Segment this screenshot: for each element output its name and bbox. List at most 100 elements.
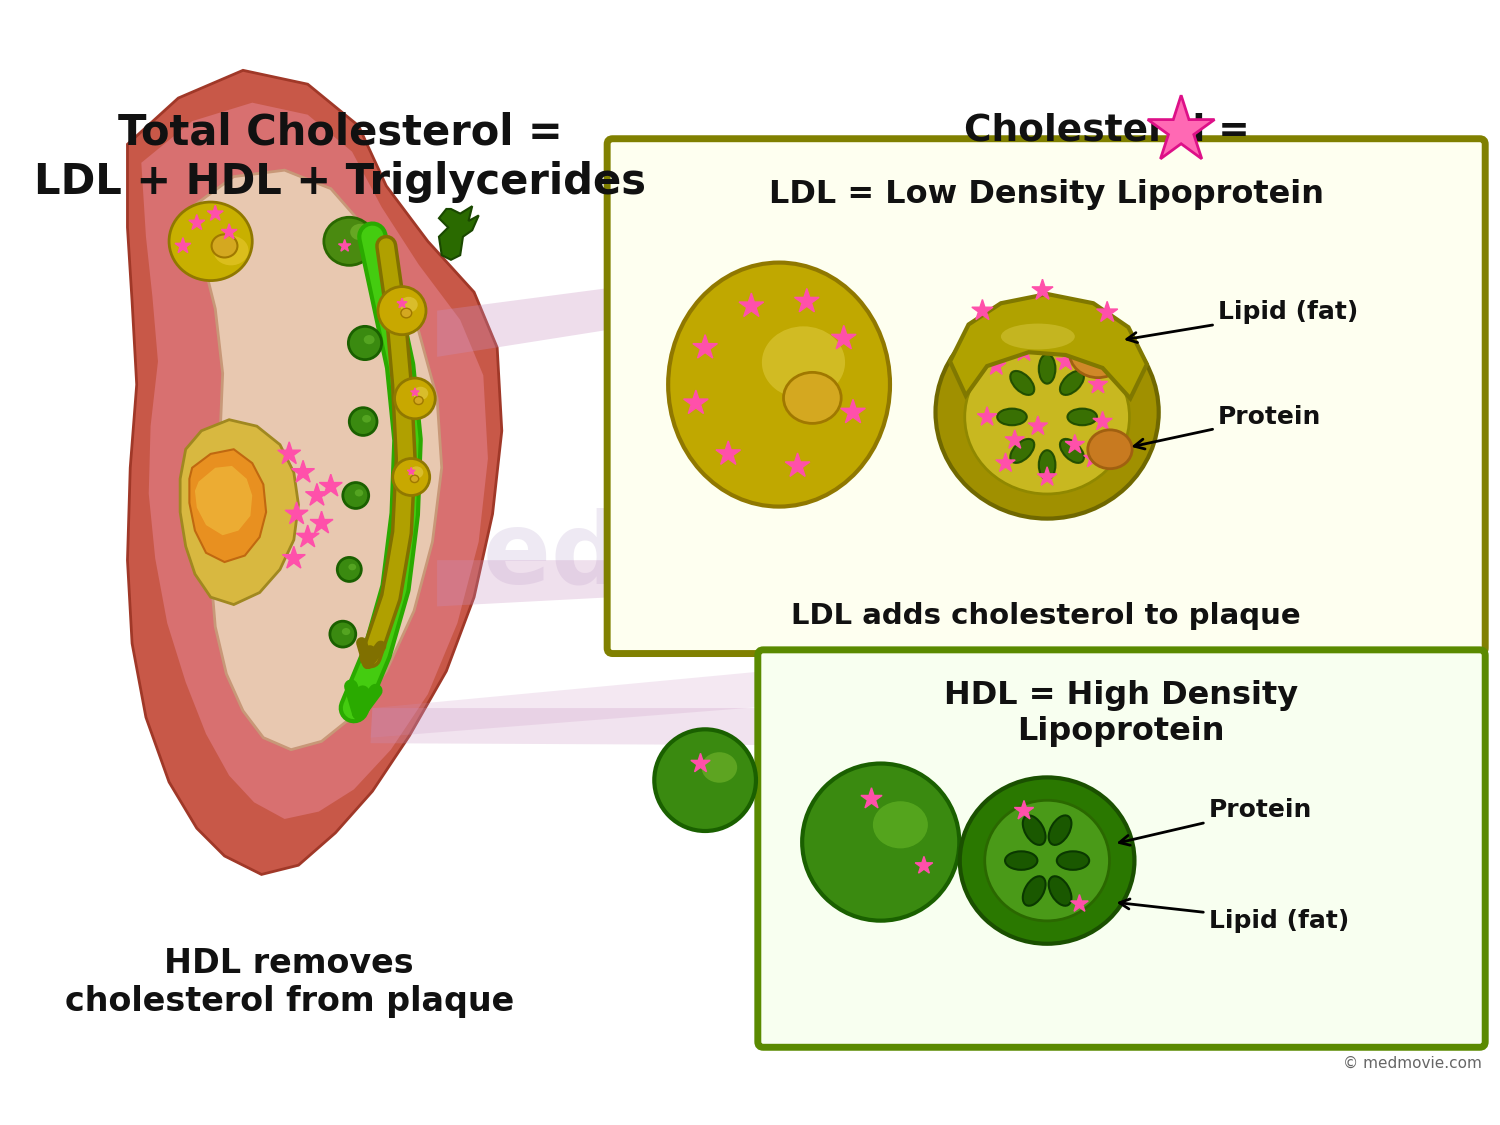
Polygon shape bbox=[183, 170, 441, 749]
Polygon shape bbox=[320, 475, 342, 496]
Ellipse shape bbox=[399, 297, 417, 313]
Polygon shape bbox=[310, 511, 333, 533]
Ellipse shape bbox=[330, 621, 356, 647]
Ellipse shape bbox=[400, 308, 411, 318]
Ellipse shape bbox=[362, 415, 370, 423]
Polygon shape bbox=[795, 288, 819, 312]
Ellipse shape bbox=[170, 202, 252, 280]
Ellipse shape bbox=[1068, 408, 1096, 425]
Ellipse shape bbox=[998, 408, 1028, 425]
Ellipse shape bbox=[936, 306, 1158, 519]
Polygon shape bbox=[189, 215, 204, 229]
Ellipse shape bbox=[702, 753, 736, 783]
Polygon shape bbox=[370, 672, 770, 738]
Polygon shape bbox=[716, 441, 741, 465]
Polygon shape bbox=[339, 240, 351, 251]
Ellipse shape bbox=[762, 326, 844, 398]
Text: HDL removes
cholesterol from plaque: HDL removes cholesterol from plaque bbox=[64, 946, 514, 1018]
Ellipse shape bbox=[411, 475, 419, 483]
Ellipse shape bbox=[1023, 816, 1046, 845]
Polygon shape bbox=[1014, 342, 1034, 360]
Polygon shape bbox=[370, 708, 770, 745]
Ellipse shape bbox=[964, 340, 1130, 494]
Ellipse shape bbox=[1058, 852, 1089, 870]
Ellipse shape bbox=[1048, 816, 1071, 845]
Text: Protein: Protein bbox=[1119, 798, 1312, 845]
Polygon shape bbox=[436, 560, 612, 606]
Polygon shape bbox=[398, 298, 406, 308]
Polygon shape bbox=[1148, 96, 1215, 159]
Polygon shape bbox=[306, 484, 328, 505]
Ellipse shape bbox=[1070, 326, 1126, 378]
Polygon shape bbox=[861, 788, 882, 808]
Polygon shape bbox=[408, 467, 416, 475]
Polygon shape bbox=[693, 334, 717, 358]
Polygon shape bbox=[786, 453, 810, 476]
Polygon shape bbox=[176, 237, 190, 253]
Polygon shape bbox=[1096, 302, 1118, 322]
Polygon shape bbox=[291, 460, 315, 483]
Ellipse shape bbox=[350, 407, 376, 435]
Polygon shape bbox=[972, 299, 993, 319]
Ellipse shape bbox=[1060, 439, 1084, 462]
Polygon shape bbox=[282, 547, 306, 568]
Polygon shape bbox=[285, 502, 308, 524]
Polygon shape bbox=[1005, 430, 1025, 448]
Text: Total Cholesterol =
LDL + HDL + Triglycerides: Total Cholesterol = LDL + HDL + Triglyce… bbox=[34, 111, 646, 202]
Ellipse shape bbox=[1011, 439, 1035, 462]
Ellipse shape bbox=[410, 467, 423, 478]
Ellipse shape bbox=[1000, 324, 1076, 350]
Ellipse shape bbox=[342, 628, 351, 636]
Polygon shape bbox=[436, 288, 612, 357]
Polygon shape bbox=[915, 856, 933, 873]
Text: medmovie.com: medmovie.com bbox=[380, 507, 1233, 604]
Ellipse shape bbox=[984, 800, 1110, 921]
Text: Protein: Protein bbox=[1134, 405, 1322, 449]
Ellipse shape bbox=[873, 801, 928, 848]
Polygon shape bbox=[1014, 801, 1034, 819]
FancyBboxPatch shape bbox=[608, 138, 1485, 654]
Text: LDL = Low Density Lipoprotein: LDL = Low Density Lipoprotein bbox=[768, 179, 1323, 210]
Polygon shape bbox=[207, 205, 224, 220]
Polygon shape bbox=[141, 102, 488, 819]
Ellipse shape bbox=[324, 217, 375, 266]
Ellipse shape bbox=[1011, 371, 1035, 395]
Polygon shape bbox=[684, 390, 708, 414]
Ellipse shape bbox=[344, 483, 369, 508]
Ellipse shape bbox=[348, 564, 355, 570]
Polygon shape bbox=[1089, 375, 1107, 393]
Polygon shape bbox=[996, 453, 1016, 471]
Polygon shape bbox=[740, 294, 764, 316]
Text: Lipid (fat): Lipid (fat) bbox=[1126, 300, 1359, 342]
Ellipse shape bbox=[356, 489, 363, 496]
Ellipse shape bbox=[338, 557, 362, 582]
Polygon shape bbox=[987, 356, 1006, 375]
Polygon shape bbox=[950, 294, 1148, 398]
Ellipse shape bbox=[960, 777, 1134, 944]
Ellipse shape bbox=[654, 729, 756, 831]
Ellipse shape bbox=[802, 764, 960, 920]
Polygon shape bbox=[411, 388, 419, 396]
Ellipse shape bbox=[1005, 852, 1038, 870]
Ellipse shape bbox=[364, 335, 375, 344]
Text: © medmovie.com: © medmovie.com bbox=[1342, 1055, 1482, 1070]
Text: Cholesterol =: Cholesterol = bbox=[964, 112, 1263, 148]
Polygon shape bbox=[278, 442, 300, 463]
Ellipse shape bbox=[783, 372, 842, 423]
Polygon shape bbox=[1071, 894, 1088, 911]
Ellipse shape bbox=[1040, 450, 1056, 479]
Ellipse shape bbox=[1060, 371, 1084, 395]
Polygon shape bbox=[840, 399, 866, 423]
Polygon shape bbox=[1094, 412, 1112, 430]
Polygon shape bbox=[692, 754, 709, 772]
Polygon shape bbox=[1056, 351, 1076, 370]
Polygon shape bbox=[189, 449, 266, 562]
Polygon shape bbox=[180, 420, 298, 604]
Ellipse shape bbox=[348, 326, 381, 360]
Ellipse shape bbox=[211, 234, 237, 258]
Text: HDL = High Density
Lipoprotein: HDL = High Density Lipoprotein bbox=[944, 681, 1298, 747]
Ellipse shape bbox=[213, 236, 249, 266]
Polygon shape bbox=[220, 224, 237, 238]
Polygon shape bbox=[1028, 416, 1047, 434]
Ellipse shape bbox=[414, 396, 423, 405]
